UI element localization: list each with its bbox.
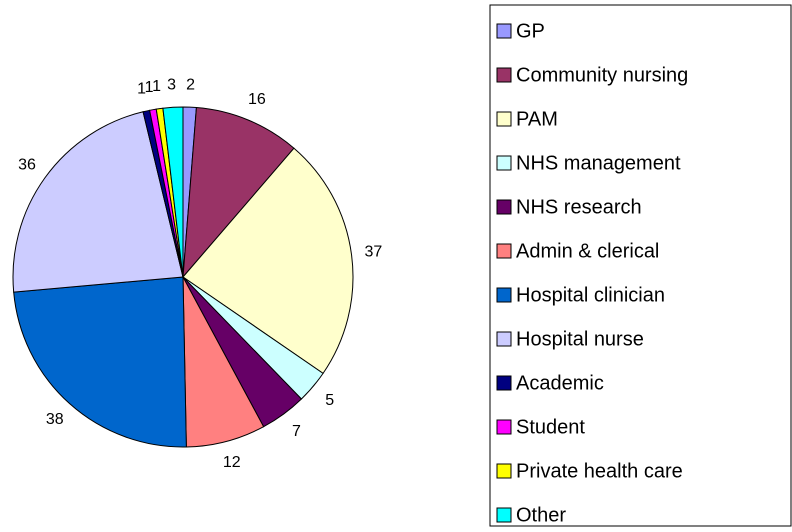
legend-swatch [496,419,512,435]
legend-swatch [496,67,512,83]
data-label: 1 [137,81,146,98]
data-label: 38 [46,411,64,428]
data-label: 16 [248,91,266,108]
legend-label: Admin & clerical [516,240,659,262]
data-label: 1 [152,78,161,95]
legend-label: Community nursing [516,64,688,86]
legend-swatch [496,243,512,259]
data-label: 12 [223,454,241,471]
pie-slice [12,111,184,293]
legend-swatch [496,199,512,215]
data-label: 1 [145,79,154,96]
legend-label: Other [516,504,566,526]
pie-slice [162,106,184,278]
legend-swatch [496,375,512,391]
data-label: 2 [186,76,195,93]
legend-swatch [496,155,512,171]
legend-label: Academic [516,372,604,394]
pie-slice [182,147,354,375]
pie-slice [13,276,187,448]
data-label: 5 [325,392,334,409]
legend-swatch [496,287,512,303]
legend-label: Hospital nurse [516,328,644,350]
data-label: 7 [292,423,301,440]
legend-label: Hospital clinician [516,284,665,306]
legend-label: Private health care [516,460,683,482]
legend-box [489,4,792,527]
legend-label: Student [516,416,585,438]
legend-swatch [496,331,512,347]
legend-label: GP [516,20,545,42]
pie-slice [182,106,295,279]
legend-swatch [496,23,512,39]
legend-swatch [496,111,512,127]
legend-label: NHS management [516,152,681,174]
legend-swatch [496,463,512,479]
data-label: 36 [18,156,36,173]
data-label: 37 [365,244,383,261]
legend-swatch [496,507,512,523]
data-label: 3 [167,77,176,94]
legend-label: NHS research [516,196,642,218]
legend-label: PAM [516,108,558,130]
